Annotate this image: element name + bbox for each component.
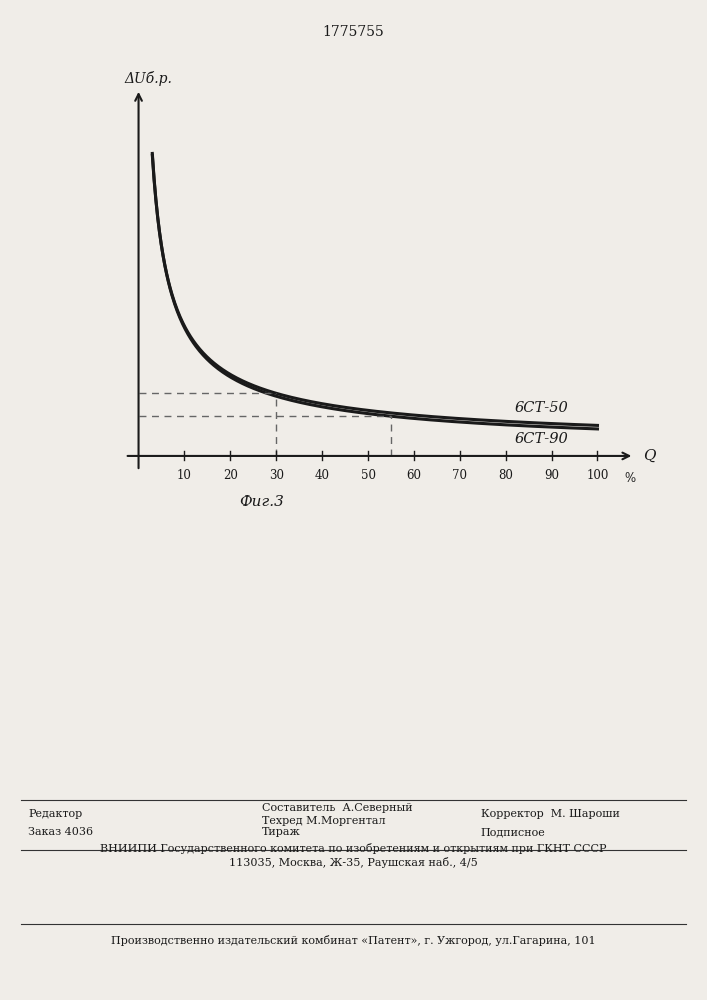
- Text: Редактор: Редактор: [28, 809, 83, 819]
- Text: Тираж: Тираж: [262, 827, 300, 837]
- Text: Техред М.Моргентал: Техред М.Моргентал: [262, 816, 385, 826]
- Text: ВНИИПИ Государственного комитета по изобретениям и открытиям при ГКНТ СССР: ВНИИПИ Государственного комитета по изоб…: [100, 843, 607, 854]
- Text: Производственно издательский комбинат «Патент», г. Ужгород, ул.Гагарина, 101: Производственно издательский комбинат «П…: [111, 935, 596, 946]
- Text: %: %: [624, 472, 635, 485]
- Text: 30: 30: [269, 469, 284, 482]
- Text: Составитель  А.Северный: Составитель А.Северный: [262, 803, 412, 813]
- Text: 6СТ-50: 6СТ-50: [515, 401, 568, 415]
- Text: 60: 60: [407, 469, 421, 482]
- Text: 80: 80: [498, 469, 513, 482]
- Text: 6СТ-90: 6СТ-90: [515, 432, 568, 446]
- Text: 113035, Москва, Ж-35, Раушская наб., 4/5: 113035, Москва, Ж-35, Раушская наб., 4/5: [229, 857, 478, 868]
- Text: 10: 10: [177, 469, 192, 482]
- Text: Фиг.3: Фиг.3: [239, 495, 284, 509]
- Text: ΔUб.р.: ΔUб.р.: [124, 71, 173, 86]
- Text: Заказ 4036: Заказ 4036: [28, 827, 93, 837]
- Text: 100: 100: [586, 469, 609, 482]
- Text: 40: 40: [315, 469, 329, 482]
- Text: Корректор  М. Шароши: Корректор М. Шароши: [481, 809, 619, 819]
- Text: 70: 70: [452, 469, 467, 482]
- Text: 50: 50: [361, 469, 375, 482]
- Text: 20: 20: [223, 469, 238, 482]
- Text: 1775755: 1775755: [322, 25, 385, 39]
- Text: Q: Q: [643, 449, 656, 463]
- Text: 90: 90: [544, 469, 559, 482]
- Text: Подписное: Подписное: [481, 827, 546, 837]
